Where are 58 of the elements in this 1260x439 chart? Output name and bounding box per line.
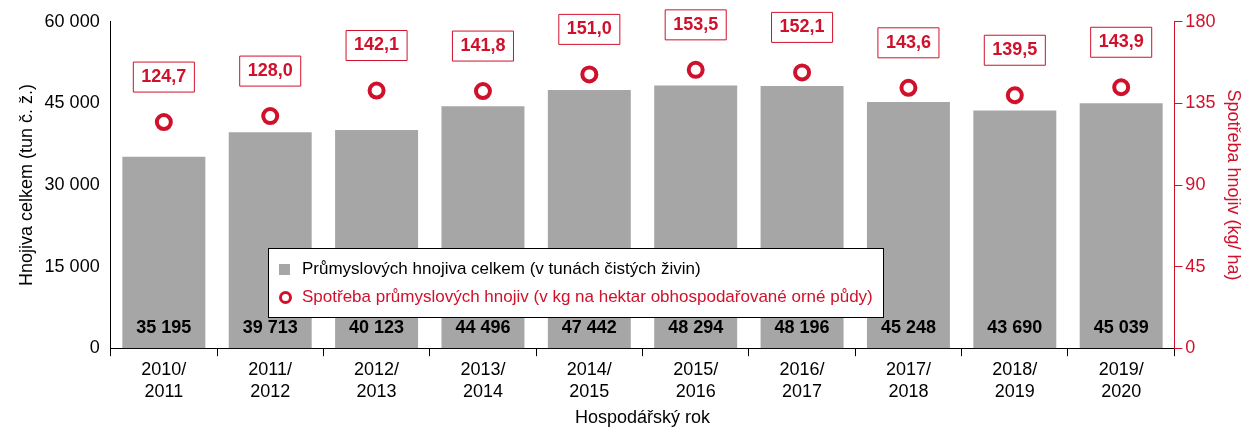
data-label: 143,9: [1098, 31, 1144, 52]
x-axis-title: Hospodářský rok: [574, 407, 712, 428]
x-tick-label: 2015/2016: [673, 358, 719, 401]
data-label: 43 690: [987, 317, 1043, 338]
data-label: 143,6: [885, 31, 931, 52]
x-tick-label: 2019/2020: [1098, 358, 1144, 401]
point: [154, 113, 173, 132]
x-tick-label: 2014/2015: [566, 358, 612, 401]
data-label: 48 196: [774, 317, 830, 338]
point: [793, 63, 812, 82]
data-label: 128,0: [247, 60, 293, 81]
x-tick-label: 2012/2013: [354, 358, 400, 401]
data-label: 45 248: [880, 317, 936, 338]
x-tick-label: 2013/2014: [460, 358, 506, 401]
bar: [1079, 103, 1163, 349]
bar: [122, 156, 206, 349]
legend-label: Průmyslových hnojiva celkem (v tunách čistých živin): [302, 258, 701, 280]
data-label: 48 294: [668, 317, 724, 338]
data-label: 124,7: [141, 66, 187, 87]
x-tick-label: 2016/2017: [779, 358, 825, 401]
y-axis-title: Hnojiva celkem (tun č. ž.): [15, 83, 36, 287]
data-label: 44 496: [455, 317, 511, 338]
point: [261, 107, 280, 126]
point: [686, 60, 705, 79]
point: [580, 65, 599, 84]
y2-tick-label: 45: [1185, 255, 1206, 276]
data-label: 35 195: [136, 317, 192, 338]
y2-tick-label: 0: [1185, 337, 1196, 358]
data-label: 39 713: [242, 317, 298, 338]
x-tick-label: 2018/2019: [992, 358, 1038, 401]
legend-label: Spotřeba průmyslových hnojiv (v kg na hektar obhospodařované orné půdy): [302, 286, 873, 308]
y2-tick-label: 180: [1185, 10, 1216, 31]
data-label: 151,0: [566, 18, 612, 39]
data-label: 142,1: [354, 34, 400, 55]
data-label: 139,5: [992, 39, 1038, 60]
point: [473, 82, 492, 101]
y2-tick-label: 135: [1185, 92, 1216, 113]
point: [1005, 86, 1024, 105]
data-label: 45 039: [1093, 317, 1149, 338]
data-label: 152,1: [779, 16, 825, 37]
point: [367, 81, 386, 100]
y-tick-label: 0: [89, 337, 100, 358]
y-tick-label: 30 000: [44, 173, 100, 194]
data-label: 40 123: [349, 317, 405, 338]
point: [899, 78, 918, 97]
y-tick-label: 60 000: [44, 10, 100, 31]
data-label: 141,8: [460, 35, 506, 56]
point: [1112, 78, 1131, 97]
data-label: 153,5: [673, 13, 719, 34]
data-label: 47 442: [561, 317, 617, 338]
x-tick-label: 2011/2012: [248, 358, 293, 401]
y2-tick-label: 90: [1185, 173, 1206, 194]
x-tick-label: 2010/2011: [141, 358, 187, 401]
y-tick-label: 45 000: [44, 92, 100, 113]
bar: [973, 110, 1057, 349]
y2-axis-title: Spotřeba hnojiv (kg/ ha): [1224, 89, 1245, 281]
x-tick-label: 2017/2018: [885, 358, 931, 401]
y-tick-label: 15 000: [44, 255, 100, 276]
